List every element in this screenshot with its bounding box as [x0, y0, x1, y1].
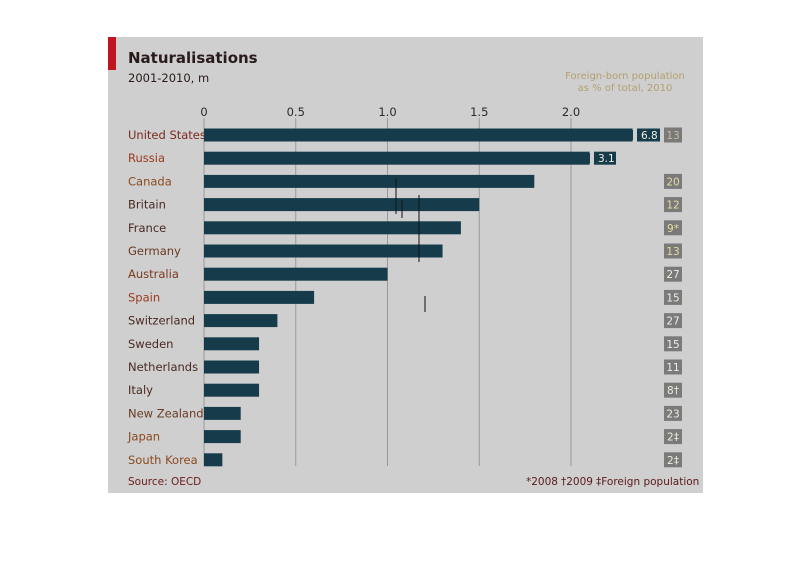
x-tick-label: 1.0	[378, 105, 396, 119]
bar	[204, 244, 443, 258]
foreign-born-header: Foreign-born population as % of total, 2…	[565, 71, 685, 94]
category-label: Netherlands	[128, 360, 198, 374]
foreign-born-box	[664, 197, 682, 213]
foreign-born-value: 20	[666, 176, 679, 188]
category-label: South Korea	[128, 453, 198, 467]
foreign-born-box	[664, 336, 682, 352]
footnote-foreign-population: ‡Foreign population	[596, 476, 700, 488]
category-label: United States	[128, 128, 206, 142]
category-label: Britain	[128, 198, 166, 212]
bar	[204, 314, 278, 328]
bar	[204, 337, 260, 351]
foreign-born-box	[664, 289, 682, 305]
foreign-born-box	[664, 359, 682, 375]
category-label: Japan	[127, 430, 160, 444]
foreign-born-box	[664, 313, 682, 329]
category-label: Canada	[128, 174, 172, 188]
x-tick-label: 1.5	[470, 105, 488, 119]
bar	[204, 267, 388, 281]
foreign-born-value: 15	[666, 292, 679, 304]
category-label: Spain	[128, 290, 160, 304]
foreign-born-value: 2‡	[667, 432, 679, 444]
bar	[204, 360, 260, 374]
category-label: Switzerland	[128, 314, 195, 328]
foreign-born-box	[664, 243, 682, 259]
bar	[204, 198, 480, 212]
foreign-born-value: 15	[666, 339, 679, 351]
foreign-born-value: 23	[666, 408, 679, 420]
category-label: New Zealand	[128, 406, 204, 420]
foreign-born-box	[664, 266, 682, 282]
foreign-born-box	[664, 382, 682, 398]
brand-tab	[108, 37, 116, 70]
foreign-born-value: 27	[666, 269, 679, 281]
foreign-born-value: 13	[666, 246, 679, 258]
foreign-born-value: 11	[666, 362, 679, 374]
foreign-born-value: 12	[666, 200, 679, 212]
foreign-born-box	[664, 173, 682, 189]
bar-value-label: 6.8	[641, 130, 658, 142]
category-label: Germany	[128, 244, 181, 258]
foreign-born-value: 2‡	[667, 455, 679, 467]
foreign-born-box	[664, 127, 682, 143]
chart-title: Naturalisations	[128, 49, 258, 67]
category-label: Italy	[128, 383, 153, 397]
bar	[204, 406, 241, 420]
foreign-born-value: 27	[666, 316, 679, 328]
x-tick-label: 2.0	[562, 105, 580, 119]
footnote-2008: *2008	[526, 476, 558, 488]
category-label: Russia	[128, 151, 165, 165]
foreign-born-value: 13	[666, 130, 679, 142]
bar	[204, 174, 535, 188]
x-tick-label: 0.5	[287, 105, 305, 119]
bar	[204, 430, 241, 444]
bar	[204, 453, 223, 467]
bar-continuation	[594, 151, 616, 165]
bar	[204, 128, 633, 142]
foreign-born-box	[664, 452, 682, 468]
foreign-born-box	[664, 220, 682, 236]
foreign-born-box	[664, 405, 682, 421]
source-note: Source: OECD	[128, 476, 202, 488]
foreign-born-value: 8†	[667, 385, 679, 397]
bar	[204, 383, 260, 397]
bar	[204, 290, 315, 304]
bar	[204, 151, 590, 165]
category-label: France	[128, 221, 166, 235]
bar-continuation	[637, 128, 660, 142]
bar	[204, 221, 461, 235]
foreign-born-value: 9*	[667, 223, 679, 235]
footnote-2009: †2009	[561, 476, 593, 488]
category-label: Australia	[128, 267, 179, 281]
bar-value-label: 3.1	[598, 153, 615, 165]
foreign-born-box	[664, 429, 682, 445]
category-label: Sweden	[128, 337, 173, 351]
chart-subtitle: 2001-2010, m	[128, 71, 210, 85]
x-tick-label: 0	[200, 105, 207, 119]
